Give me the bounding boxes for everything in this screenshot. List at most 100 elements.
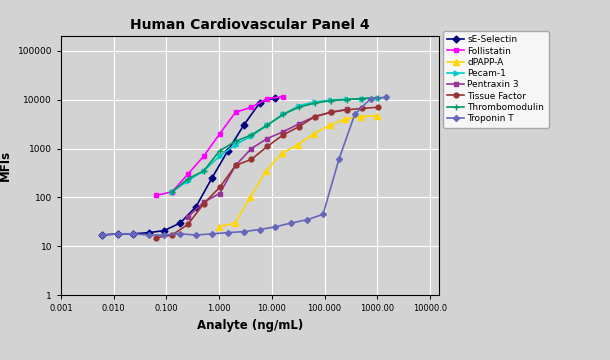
Tissue Factor (279, 133, 287, 137)
Pentraxin 3 (264, 136, 271, 141)
Thrombomodulin (359, 96, 366, 101)
Line: Pentraxin 3: Pentraxin 3 (185, 107, 349, 219)
Troponin T (383, 95, 390, 99)
Pecam-1 (184, 179, 192, 183)
Tissue Factor (200, 201, 207, 206)
Tissue Factor (295, 125, 303, 129)
sE-Selectin (129, 232, 137, 236)
Follistatin (152, 193, 160, 198)
Thrombomodulin (311, 101, 318, 105)
Follistatin (216, 132, 223, 136)
Title: Human Cardiovascular Panel 4: Human Cardiovascular Panel 4 (131, 18, 370, 32)
Pecam-1 (327, 98, 334, 102)
X-axis label: Analyte (ng/mL): Analyte (ng/mL) (197, 319, 303, 332)
dPAPP-A (373, 113, 381, 118)
dPAPP-A (215, 225, 223, 229)
Troponin T (240, 229, 248, 234)
Troponin T (98, 233, 106, 237)
Pentraxin 3 (311, 114, 318, 119)
Follistatin (264, 96, 271, 101)
Troponin T (336, 157, 343, 162)
Follistatin (248, 105, 255, 109)
sE-Selectin (176, 221, 184, 225)
Follistatin (200, 154, 207, 158)
Pecam-1 (168, 190, 176, 194)
Troponin T (129, 232, 137, 236)
sE-Selectin (160, 228, 168, 233)
Line: Troponin T: Troponin T (100, 95, 389, 237)
Pentraxin 3 (232, 163, 239, 168)
Thrombomodulin (264, 123, 271, 127)
Thrombomodulin (232, 139, 239, 144)
Troponin T (145, 233, 152, 237)
dPAPP-A (357, 114, 365, 119)
Tissue Factor (248, 157, 255, 162)
Troponin T (114, 232, 121, 236)
Pecam-1 (343, 97, 350, 102)
Line: Follistatin: Follistatin (154, 94, 285, 198)
Line: Thrombomodulin: Thrombomodulin (168, 94, 382, 195)
Troponin T (304, 217, 311, 222)
Tissue Factor (168, 233, 176, 237)
sE-Selectin (98, 233, 106, 237)
Pecam-1 (375, 95, 382, 100)
Troponin T (160, 233, 168, 237)
Line: Pecam-1: Pecam-1 (170, 95, 381, 194)
sE-Selectin (240, 123, 248, 127)
Pentraxin 3 (184, 215, 192, 219)
sE-Selectin (145, 230, 152, 235)
Troponin T (224, 230, 232, 235)
Thrombomodulin (200, 168, 207, 173)
dPAPP-A (326, 123, 333, 127)
Y-axis label: MFIs: MFIs (0, 150, 12, 181)
sE-Selectin (272, 95, 279, 100)
Pentraxin 3 (200, 200, 207, 204)
Follistatin (184, 172, 192, 176)
dPAPP-A (246, 195, 254, 199)
Pecam-1 (200, 168, 207, 173)
Pecam-1 (359, 96, 366, 101)
Thrombomodulin (343, 98, 350, 102)
Pecam-1 (311, 100, 318, 104)
Troponin T (192, 233, 199, 237)
Follistatin (232, 110, 239, 114)
Pentraxin 3 (343, 107, 350, 112)
Thrombomodulin (248, 133, 255, 137)
Troponin T (320, 212, 327, 216)
sE-Selectin (114, 232, 121, 236)
Thrombomodulin (375, 95, 382, 100)
Pecam-1 (248, 134, 255, 138)
Thrombomodulin (168, 190, 176, 194)
sE-Selectin (208, 176, 215, 180)
Troponin T (176, 232, 184, 236)
Thrombomodulin (184, 177, 192, 181)
Troponin T (367, 96, 375, 101)
sE-Selectin (256, 101, 264, 105)
Tissue Factor (359, 106, 366, 111)
Pecam-1 (279, 112, 287, 117)
dPAPP-A (278, 151, 285, 156)
dPAPP-A (294, 143, 301, 147)
Thrombomodulin (216, 149, 223, 153)
Pentraxin 3 (248, 147, 255, 151)
Troponin T (272, 225, 279, 229)
Follistatin (168, 190, 176, 194)
sE-Selectin (224, 149, 232, 153)
Pentraxin 3 (279, 130, 287, 134)
Pecam-1 (264, 123, 271, 127)
Line: Tissue Factor: Tissue Factor (154, 105, 381, 240)
Thrombomodulin (279, 112, 287, 117)
Troponin T (256, 228, 264, 232)
dPAPP-A (342, 117, 349, 121)
Pentraxin 3 (216, 192, 223, 196)
Thrombomodulin (327, 99, 334, 103)
Pecam-1 (232, 143, 239, 147)
Pentraxin 3 (327, 110, 334, 114)
Troponin T (208, 232, 215, 236)
Tissue Factor (327, 110, 334, 114)
Tissue Factor (375, 105, 382, 109)
Troponin T (351, 112, 359, 117)
Tissue Factor (311, 114, 318, 119)
Pecam-1 (216, 154, 223, 158)
dPAPP-A (310, 132, 317, 136)
